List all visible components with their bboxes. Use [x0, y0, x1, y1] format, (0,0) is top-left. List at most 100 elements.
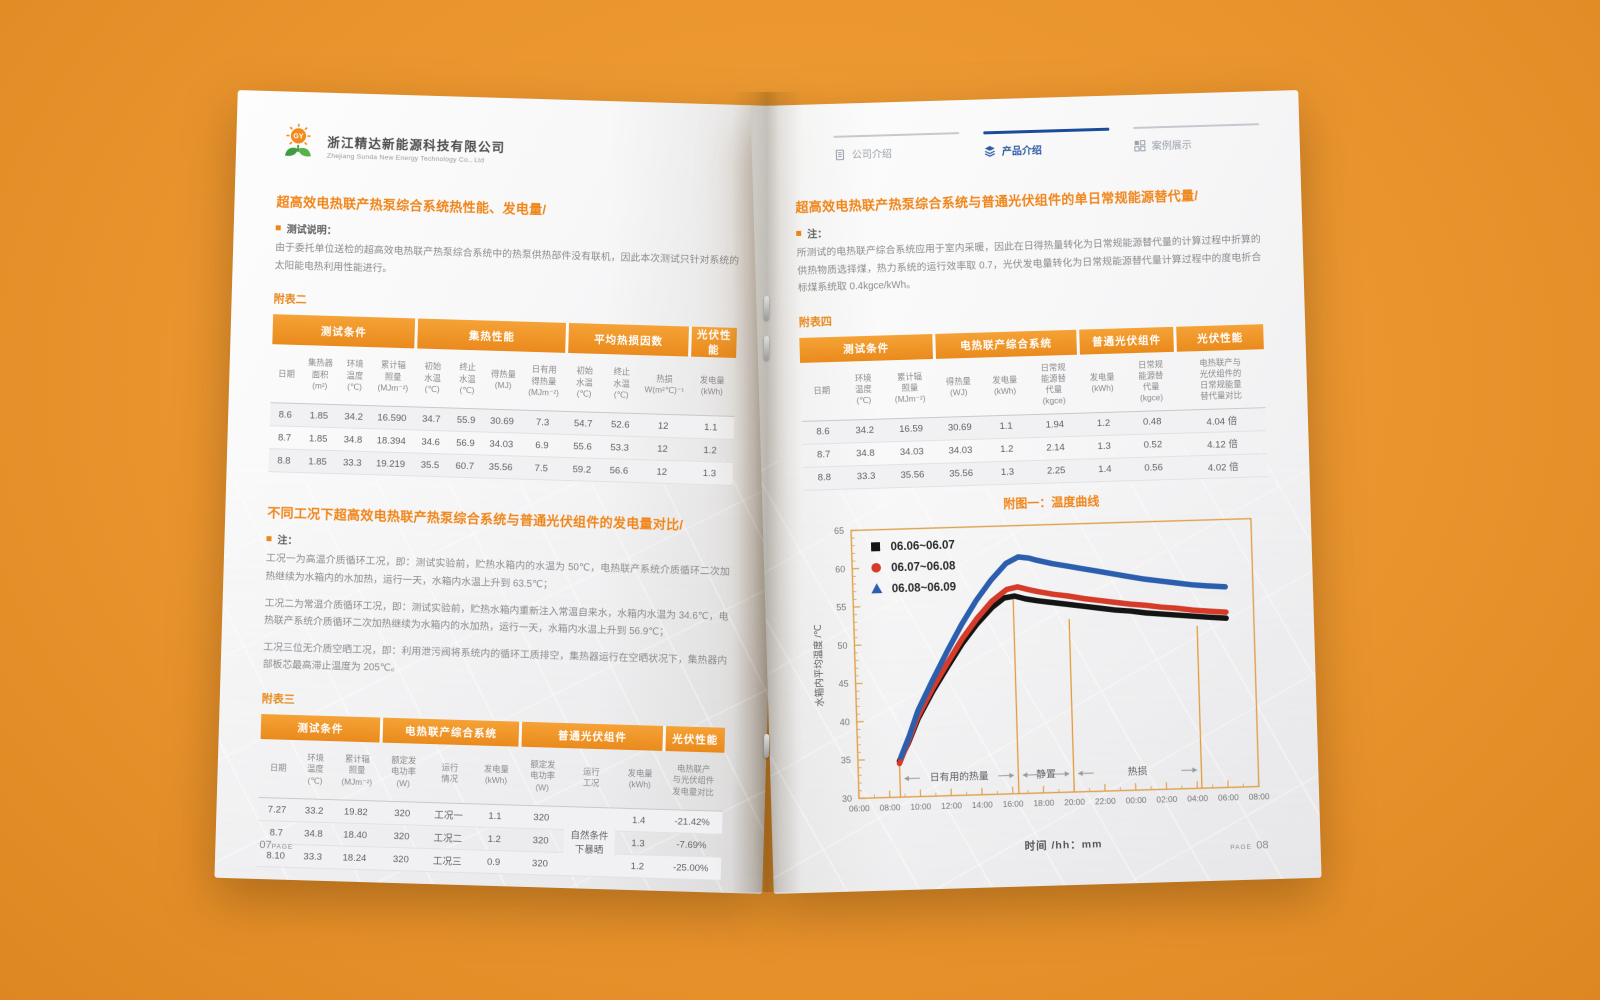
legend-circle-icon [871, 562, 881, 573]
working-condition-notes: 工况一为高温介质循环工况，即：测试实验前，贮热水箱内的水温为 50℃，电热联产系… [262, 550, 730, 687]
brochure-spread: GY 浙江精达新能源科技有限公司 Zhejiang Sunda New Ener… [214, 90, 1322, 894]
table-column-header: 终止 水温 (℃) [602, 354, 641, 414]
company-name-cn: 浙江精达新能源科技有限公司 [327, 135, 506, 156]
table-cell: 320 [517, 805, 565, 830]
table-cell: 1.3 [614, 831, 662, 856]
region-arrowhead [1009, 772, 1015, 779]
table-cell: 4.12 倍 [1178, 430, 1267, 457]
table-column-header: 额定发 电功率 (W) [518, 746, 567, 807]
legend-label: 06.07~06.08 [891, 560, 956, 574]
table-column-header: 日常规 能源替 代量 (kgce) [1124, 351, 1178, 412]
table-column-header: 得热量 (WJ) [934, 357, 983, 418]
table-group-header: 光伏性能 [1174, 324, 1264, 352]
table-group-header: 测试条件 [272, 314, 417, 349]
x-tick-label: 00:00 [1126, 795, 1147, 806]
table2: 测试条件 集热性能 平均热损因数 光伏性能 日期 集热器 面积 (m²) 环境 温度 (℃)… [268, 314, 737, 487]
table-cell: 59.2 [562, 457, 601, 482]
left-page: GY 浙江精达新能源科技有限公司 Zhejiang Sunda New Ener… [214, 90, 786, 894]
page-nav: 公司介绍 产品介绍 案例展示 [833, 123, 1260, 163]
table-cell: 54.7 [564, 411, 603, 436]
table-cell: 18.40 [331, 822, 379, 848]
table-cell: 34.2 [337, 404, 371, 429]
table-cell: 60.7 [447, 454, 483, 479]
table-cell: -7.69% [660, 832, 722, 858]
table-column-header: 电热联产 与光伏组件 发电量对比 [662, 750, 725, 812]
table-cell: 2.14 [1029, 436, 1082, 461]
region-arrowhead [1064, 771, 1070, 777]
table-column-header: 日期 [258, 739, 298, 799]
table-cell: 35.56 [937, 461, 985, 487]
table-cell: 53.3 [600, 435, 639, 460]
table-cell: 1.2 [470, 826, 518, 852]
table-cell: 工况一 [425, 802, 473, 827]
chart-marker-line [1012, 598, 1020, 794]
table-cell: 18.394 [368, 428, 414, 454]
table-column-header: 额定发 电功率 (W) [379, 742, 428, 803]
x-tick-label: 16:00 [1003, 798, 1024, 809]
bullet-icon [266, 536, 272, 542]
table-cell: 1.2 [613, 854, 661, 879]
table-cell: 34.03 [482, 432, 521, 457]
bullet-icon [796, 230, 802, 236]
x-tick-label: 02:00 [1156, 794, 1177, 805]
table-group-header: 光伏性能 [689, 326, 737, 359]
table-cell: 自然条件 下暴晒 [562, 806, 616, 878]
x-tick-label: 12:00 [941, 800, 962, 811]
nav-item-label: 公司介绍 [851, 149, 893, 162]
table-column-header: 发电量 (kWh) [980, 356, 1030, 416]
nav-item: 公司介绍 [833, 132, 960, 163]
table-column-header: 累计辐 照量 (MJm⁻²) [883, 358, 937, 419]
nav-item-label: 案例展示 [1151, 140, 1192, 153]
table4: 测试条件 电热联产综合系统 普通光伏组件 光伏性能 日期 环境 温度 (℃) 累计辐 照量 … [799, 324, 1268, 491]
y-tick-label: 60 [835, 564, 845, 574]
table-cell: 12 [637, 459, 687, 485]
table-cell: 35.56 [481, 455, 520, 480]
table-cell: 320 [378, 801, 426, 826]
table-column-header: 累计辐 照量 (MJm⁻²) [370, 347, 417, 408]
x-tick-label: 08:00 [1249, 791, 1270, 802]
chart-marker-line [1196, 625, 1203, 789]
table2-host: 测试条件 集热性能 平均热损因数 光伏性能 日期 集热器 面积 (m²) 环境 温度 (℃)… [268, 314, 737, 487]
table-cell: 1.2 [686, 438, 734, 463]
table-cell: 0.56 [1127, 456, 1180, 481]
bullet-icon [275, 225, 281, 231]
table-cell: 55.6 [563, 434, 602, 459]
table-cell: 1.3 [1080, 434, 1128, 460]
table-cell: 0.48 [1126, 410, 1179, 435]
chart-y-axis-label: 水箱内平均温度 /℃ [812, 624, 826, 707]
table-cell: 工况二 [424, 825, 472, 850]
table-cell: 33.3 [335, 450, 369, 475]
table-cell: 1.3 [984, 460, 1032, 485]
table-cell: 工况三 [423, 848, 471, 873]
table-column-header: 初始 水温 (℃) [414, 348, 451, 409]
table-cell: 16.59 [885, 417, 937, 442]
note-paragraph: 工况二为常温介质循环工况，即：测试实验前，贮热水箱内重新注入常温自来水，水箱内水… [263, 597, 729, 639]
x-tick-label: 22:00 [1095, 796, 1116, 807]
chart-region-label: 热损 [1128, 764, 1148, 778]
table-column-header: 日常规 能源替 代量 (kgce) [1027, 354, 1081, 415]
table-cell: 320 [516, 851, 564, 876]
table3-host: 测试条件 电热联产综合系统 普通光伏组件 光伏性能 日期 环境 温度 (℃) 累计辐 照量 … [256, 714, 726, 881]
table3: 测试条件 电热联产综合系统 普通光伏组件 光伏性能 日期 环境 温度 (℃) 累计辐 照量 … [256, 714, 726, 881]
series-06.08~06.09 [898, 554, 1228, 760]
table-cell: 33.3 [844, 464, 888, 490]
legend-label: 06.08~06.09 [892, 581, 957, 595]
table-cell: 1.1 [982, 414, 1030, 439]
table-column-header: 终止 水温 (℃) [449, 349, 486, 410]
nav-divider-line [833, 132, 960, 138]
table-cell: 19.82 [332, 799, 380, 825]
table-cell: 33.2 [295, 798, 334, 823]
table-cell: 33.3 [293, 844, 332, 869]
y-tick-label: 50 [837, 640, 847, 650]
nav-divider-line [1133, 123, 1260, 129]
region-arrowhead [1077, 770, 1083, 776]
table-group-header: 普通光伏组件 [1077, 326, 1176, 355]
table-column-header: 集热器 面积 (m²) [300, 345, 340, 405]
x-tick-label: 06:00 [1218, 792, 1239, 803]
table-cell: 1.85 [300, 403, 338, 428]
table-cell: 7.3 [520, 410, 566, 435]
table-cell: 34.8 [844, 441, 887, 467]
table-cell: 8.6 [269, 402, 301, 427]
table-cell: 1.4 [615, 808, 663, 833]
table-cell: 19.219 [368, 451, 413, 477]
